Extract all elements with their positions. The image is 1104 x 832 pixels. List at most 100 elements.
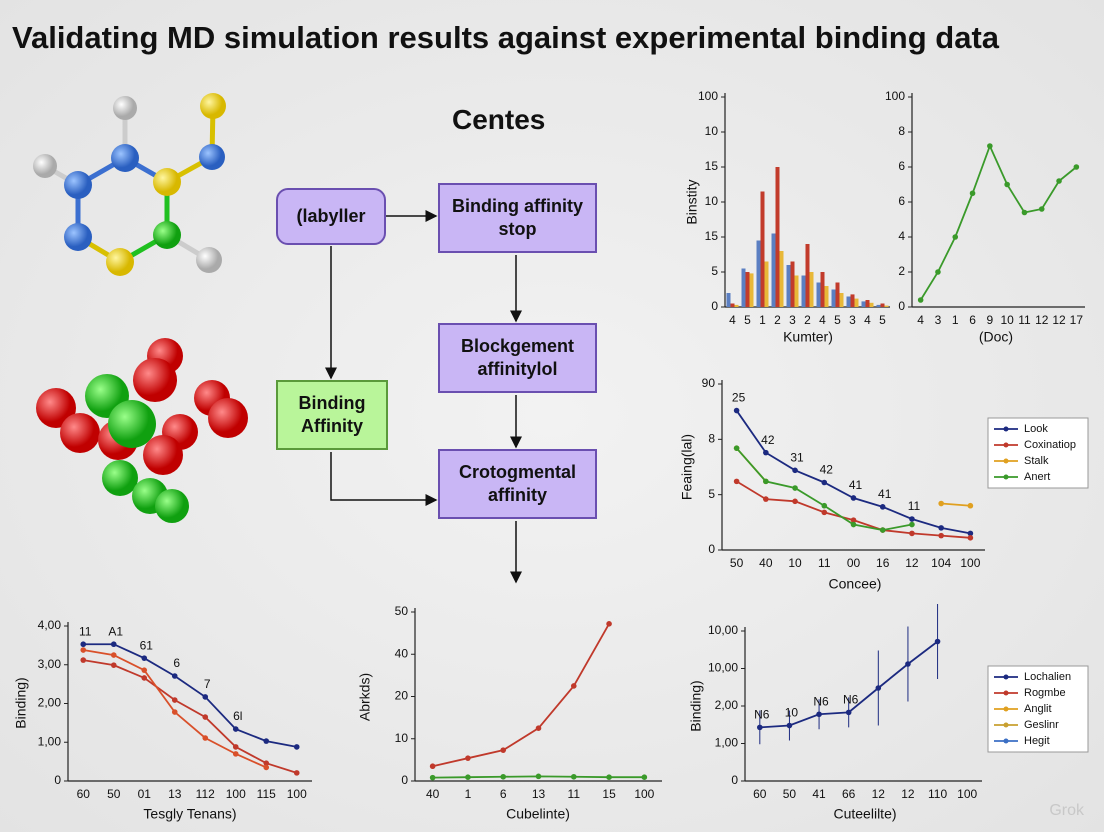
point xyxy=(263,760,270,766)
bar xyxy=(745,272,750,307)
y-tick-label: 0 xyxy=(898,299,905,313)
diagram-node: Blockgement affinitylol xyxy=(438,323,597,393)
line-series xyxy=(735,410,971,535)
x-tick-label: 1 xyxy=(465,787,472,801)
point xyxy=(733,478,740,485)
y-tick-label: 0 xyxy=(401,773,408,787)
y-tick-label: 50 xyxy=(395,604,409,618)
y-tick-label: 100 xyxy=(885,89,905,103)
legend-marker xyxy=(1003,474,1009,480)
x-tick-label: 100 xyxy=(960,556,980,570)
legend-marker xyxy=(1003,738,1009,744)
point xyxy=(293,770,300,776)
legend-label: Look xyxy=(1024,423,1048,435)
x-tick-label: 2 xyxy=(804,313,811,327)
bar xyxy=(846,296,851,307)
x-tick-label: 60 xyxy=(753,787,767,801)
page-title: Validating MD simulation results against… xyxy=(12,20,1000,55)
legend-label: Rogmbe xyxy=(1024,687,1066,699)
bar xyxy=(734,304,739,307)
point xyxy=(938,525,944,531)
bar xyxy=(809,272,814,307)
legend-marker xyxy=(1003,426,1009,432)
annotation: 41 xyxy=(849,478,863,492)
x-tick-label: 00 xyxy=(847,556,861,570)
x-tick-label: 1 xyxy=(759,313,766,327)
x-tick-label: 1 xyxy=(952,313,959,327)
bar xyxy=(771,233,776,307)
diagram-arrows xyxy=(325,210,522,584)
legend-marker xyxy=(1003,722,1009,728)
y-tick-label: 40 xyxy=(395,646,409,660)
legend-label: Geslinr xyxy=(1024,719,1059,731)
point xyxy=(987,143,993,149)
point xyxy=(850,495,857,501)
x-tick-label: 100 xyxy=(957,787,977,801)
point xyxy=(763,449,769,456)
point xyxy=(967,502,974,509)
y-tick-label: 20 xyxy=(395,689,409,703)
line-series xyxy=(432,623,610,768)
point xyxy=(263,764,270,771)
diagram-node: Crotogmental affinity xyxy=(438,449,597,519)
x-tick-label: 115 xyxy=(257,787,276,801)
point xyxy=(641,774,648,780)
y-tick-label: 10 xyxy=(395,731,409,745)
point xyxy=(821,479,828,486)
point xyxy=(110,652,117,658)
point xyxy=(232,744,239,750)
point xyxy=(171,697,178,703)
annotation: 7 xyxy=(204,677,211,691)
point xyxy=(821,509,828,516)
x-tick-label: 104 xyxy=(931,556,951,570)
x-tick-label: 5 xyxy=(879,313,886,327)
x-tick-label: 5 xyxy=(744,313,751,327)
x-axis-label: Concee) xyxy=(829,576,882,592)
point xyxy=(535,773,542,780)
x-tick-label: 3 xyxy=(789,313,796,327)
x-tick-label: 15 xyxy=(602,787,616,801)
bar xyxy=(884,305,889,307)
point xyxy=(535,725,542,731)
diagram-node: Binding Affinity xyxy=(276,380,388,450)
x-tick-label: 12 xyxy=(905,556,919,570)
x-axis-label: Kumter) xyxy=(783,329,833,345)
x-axis-label: Tesgly Tenans) xyxy=(143,806,236,822)
point xyxy=(905,661,911,667)
bar xyxy=(779,251,784,307)
bar xyxy=(865,300,870,307)
y-tick-label: 2 xyxy=(898,264,905,278)
x-tick-label: 40 xyxy=(759,556,773,570)
point xyxy=(429,763,436,770)
x-tick-label: 11 xyxy=(568,787,581,801)
point xyxy=(1021,209,1028,216)
bar xyxy=(861,301,866,307)
point xyxy=(110,641,117,648)
point xyxy=(875,685,882,691)
y-tick-label: 1,00 xyxy=(715,736,739,750)
annotation: 6 xyxy=(173,656,180,670)
x-tick-label: 12 xyxy=(872,787,886,801)
legend-marker xyxy=(1003,674,1009,680)
x-tick-label: 01 xyxy=(138,787,152,801)
bar xyxy=(869,302,874,307)
legend-marker xyxy=(1003,690,1009,696)
y-tick-label: 6 xyxy=(898,159,905,173)
annotation: N6 xyxy=(754,708,770,722)
annotation: 41 xyxy=(878,487,892,501)
molecule-1 xyxy=(33,93,226,276)
point xyxy=(909,516,915,522)
x-tick-label: 112 xyxy=(196,787,215,801)
x-tick-label: 40 xyxy=(426,787,440,801)
y-axis-label: Abrkds) xyxy=(357,673,373,721)
point xyxy=(792,485,798,491)
x-tick-label: 66 xyxy=(842,787,856,801)
annotation: 11 xyxy=(79,624,92,638)
point xyxy=(952,234,959,240)
x-tick-label: 50 xyxy=(730,556,744,570)
y-tick-label: 10,00 xyxy=(708,661,738,675)
point xyxy=(465,755,471,761)
y-tick-label: 4 xyxy=(898,229,905,243)
y-tick-label: 8 xyxy=(708,432,715,446)
